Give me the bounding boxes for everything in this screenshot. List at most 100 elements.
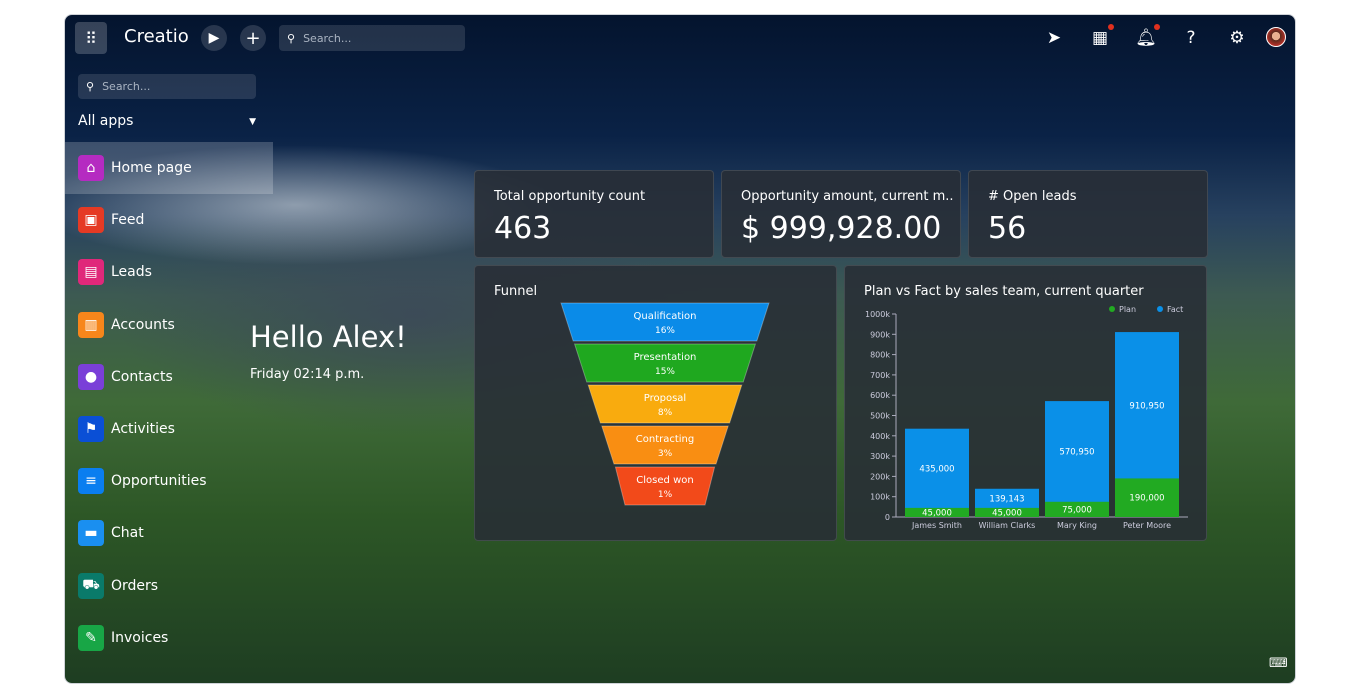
grid-icon: ⠿ — [85, 28, 97, 48]
y-tick-label: 600k — [870, 391, 890, 400]
sidebar-item-accounts[interactable]: ▥ Accounts — [65, 299, 273, 351]
keyboard-icon[interactable]: ⌨ — [1269, 656, 1288, 671]
sidebar-item-label: Opportunities — [111, 473, 207, 490]
x-tick-label: Mary King — [1057, 521, 1097, 530]
y-tick-label: 500k — [870, 412, 890, 421]
sidebar-item-invoices[interactable]: ✎ Invoices — [65, 612, 273, 664]
funnel-stage-label: Presentation — [634, 352, 697, 363]
y-tick-label: 400k — [870, 432, 890, 441]
home-icon: ⌂ — [78, 155, 104, 181]
global-search-input[interactable]: ⚲ Search... — [279, 25, 465, 51]
data-label-plan: 45,000 — [922, 508, 952, 518]
data-label-fact: 435,000 — [919, 464, 954, 474]
y-tick-label: 900k — [870, 330, 890, 339]
plan-fact-chart: 0 100k 200k 300k 400k 500k 600k 700k 800k 900k 100… — [865, 305, 1188, 530]
chart-title: Plan vs Fact by sales team, current quar… — [864, 284, 1144, 299]
greeting-title: Hello Alex! — [250, 320, 407, 354]
sidebar-item-contacts[interactable]: ● Contacts — [65, 351, 273, 403]
flag-icon: ⚑ — [78, 416, 104, 442]
sidebar-item-label: Invoices — [111, 629, 169, 646]
bar-plan — [1045, 501, 1109, 517]
y-tick-label: 800k — [870, 351, 890, 360]
funnel-stage — [560, 302, 770, 342]
sidebar-item-label: Home page — [111, 160, 192, 176]
x-tick-label: William Clarks — [979, 521, 1036, 530]
y-tick-label: 100k — [870, 493, 890, 502]
apps-menu-button[interactable]: ⠿ — [75, 22, 107, 54]
y-tick-label: 700k — [870, 371, 890, 380]
app-window: ⠿ Creatio ▶ + ⚲ Search... ➤ ▦ 🔔︎ ? ⚙ ⚲ Sea… — [64, 14, 1296, 684]
funnel-stage — [587, 384, 743, 424]
data-label-fact: 570,950 — [1059, 447, 1094, 457]
funnel-widget: Funnel Qualification 16% Presentation 15% Pr… — [474, 265, 837, 541]
run-process-button[interactable]: ▶ — [201, 25, 227, 51]
funnel-chart: Qualification 16% Presentation 15% Proposal 8… — [560, 302, 770, 506]
apps-icon[interactable]: ▦ — [1091, 28, 1109, 48]
kpi-title: Total opportunity count — [494, 189, 646, 204]
bar-fact — [1045, 401, 1109, 517]
help-icon[interactable]: ? — [1186, 28, 1196, 48]
bar-fact — [905, 428, 969, 517]
funnel-stage-percent: 16% — [655, 326, 675, 336]
x-tick-label: Peter Moore — [1123, 521, 1171, 530]
creatio-ai-icon[interactable]: ➤ — [1046, 28, 1062, 48]
funnel-stage-label: Contracting — [636, 434, 694, 445]
add-button[interactable]: + — [240, 25, 266, 51]
sidebar-item-home-page[interactable]: ⌂ Home page — [65, 142, 273, 194]
kpi-value: 56 — [988, 211, 1027, 246]
funnel-stage — [601, 425, 729, 465]
bar-plan — [975, 507, 1039, 517]
chat-icon: ▬ — [78, 520, 104, 547]
kpi-card[interactable]: Total opportunity count 463 — [474, 170, 714, 258]
funnel-stage-label: Proposal — [644, 393, 686, 404]
greeting-datetime: Friday 02:14 p.m. — [250, 367, 365, 382]
sidebar-item-feed[interactable]: ▣ Feed — [65, 194, 273, 246]
sidebar-item-leads[interactable]: ▤ Leads — [65, 246, 273, 298]
funnel-icon: ≡ — [78, 468, 104, 495]
leads-icon: ▤ — [78, 259, 104, 286]
sidebar-item-label: Orders — [111, 577, 159, 594]
bell-icon[interactable]: 🔔︎ — [1135, 28, 1157, 48]
sidebar-item-activities[interactable]: ⚑ Activities — [65, 403, 273, 455]
kpi-card[interactable]: Opportunity amount, current m.. $ 999,928… — [721, 170, 961, 258]
funnel-stage-percent: 1% — [658, 490, 673, 500]
funnel-stage-label: Qualification — [634, 311, 697, 322]
funnel-stage-percent: 8% — [658, 408, 673, 418]
data-label-plan: 190,000 — [1129, 494, 1164, 504]
sidebar-item-chat[interactable]: ▬ Chat — [65, 507, 273, 559]
funnel-stage — [573, 343, 757, 383]
invoice-icon: ✎ — [78, 624, 104, 651]
data-label-fact: 910,950 — [1129, 401, 1164, 411]
kpi-value: 463 — [494, 211, 552, 246]
avatar[interactable] — [1266, 27, 1286, 47]
search-icon: ⚲ — [287, 31, 296, 45]
data-label-fact: 139,143 — [989, 494, 1024, 504]
sidebar-item-label: Chat — [111, 525, 144, 542]
kpi-card[interactable]: # Open leads 56 — [968, 170, 1208, 258]
kpi-title: # Open leads — [988, 189, 1077, 204]
legend-marker — [1109, 306, 1115, 312]
kpi-value: $ 999,928.00 — [741, 211, 942, 246]
kpi-title: Opportunity amount, current m.. — [741, 189, 954, 204]
y-tick-label: 300k — [870, 452, 890, 461]
legend-marker — [1157, 306, 1163, 312]
cart-icon: ⛟ — [78, 572, 104, 599]
funnel-stage-percent: 3% — [658, 449, 673, 459]
sidebar-search-input[interactable]: ⚲ Search... — [78, 74, 256, 99]
play-icon: ▶ — [208, 30, 220, 46]
feed-icon: ▣ — [78, 207, 104, 234]
sidebar-item-opportunities[interactable]: ≡ Opportunities — [65, 455, 273, 507]
gear-icon[interactable]: ⚙ — [1229, 28, 1245, 48]
data-label-plan: 75,000 — [1062, 505, 1092, 515]
bar-plan — [905, 507, 969, 517]
y-tick-label: 0 — [885, 513, 890, 522]
plus-icon: + — [245, 27, 261, 49]
apps-selector[interactable]: All apps ▼ — [78, 113, 256, 129]
sidebar-item-orders[interactable]: ⛟ Orders — [65, 560, 273, 612]
chevron-down-icon: ▼ — [249, 117, 256, 127]
funnel-stage — [614, 466, 716, 506]
y-tick-label: 200k — [870, 472, 890, 481]
sidebar-item-label: Activities — [111, 421, 175, 437]
search-icon: ⚲ — [86, 80, 95, 93]
notification-dot — [1154, 24, 1160, 30]
